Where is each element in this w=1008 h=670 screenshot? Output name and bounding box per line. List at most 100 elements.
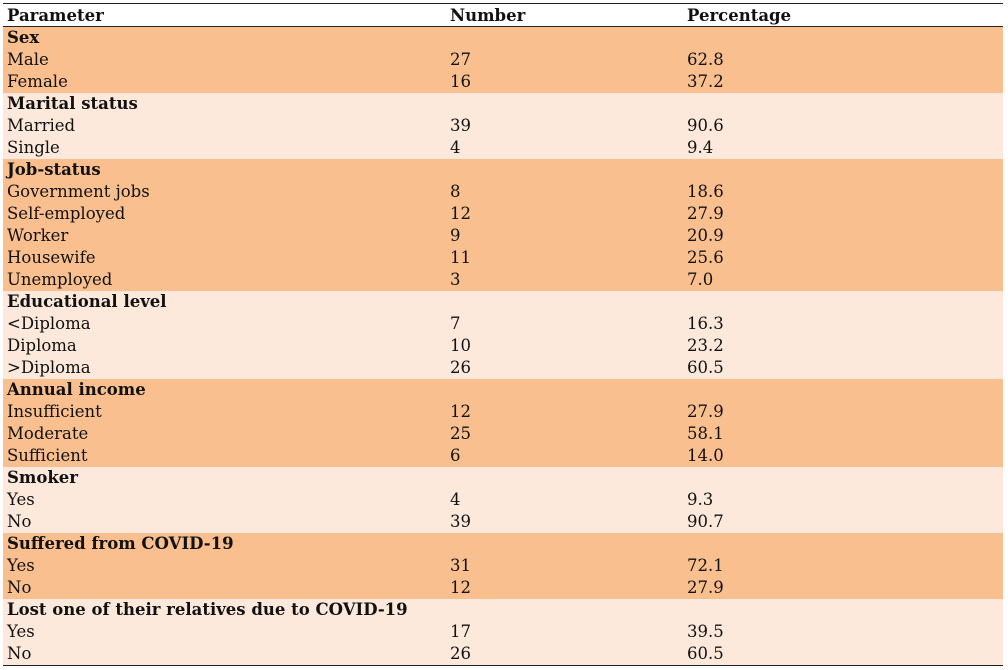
row-label: Housewife <box>3 247 446 269</box>
table-row: Unemployed 3 7.0 <box>3 269 1003 291</box>
row-number: 25 <box>446 423 683 445</box>
table-row: Diploma 10 23.2 <box>3 335 1003 357</box>
table-header: Parameter Number Percentage <box>3 3 1003 27</box>
header-number: Number <box>446 3 683 27</box>
row-number: 3 <box>446 269 683 291</box>
row-percentage: 72.1 <box>683 555 1003 577</box>
table-row: Female 16 37.2 <box>3 71 1003 93</box>
row-percentage: 20.9 <box>683 225 1003 247</box>
header-percentage: Percentage <box>683 3 1003 27</box>
row-number: 26 <box>446 357 683 379</box>
group-title-percentage <box>683 159 1003 181</box>
row-number: 39 <box>446 115 683 137</box>
group-title-row: Lost one of their relatives due to COVID… <box>3 599 1003 621</box>
table-row: Single 4 9.4 <box>3 137 1003 159</box>
row-label: Diploma <box>3 335 446 357</box>
row-label: No <box>3 643 446 666</box>
group-title-row: Job-status <box>3 159 1003 181</box>
row-number: 6 <box>446 445 683 467</box>
table-row: Housewife 11 25.6 <box>3 247 1003 269</box>
row-number: 10 <box>446 335 683 357</box>
group-title-percentage <box>683 467 1003 489</box>
row-label: Yes <box>3 621 446 643</box>
group-title: Marital status <box>3 93 446 115</box>
row-percentage: 60.5 <box>683 643 1003 666</box>
row-percentage: 27.9 <box>683 577 1003 599</box>
group-title-percentage <box>683 93 1003 115</box>
group-title: Suffered from COVID-19 <box>3 533 446 555</box>
demographics-table: Parameter Number Percentage Sex Male 27 62.… <box>3 3 1003 666</box>
row-percentage: 58.1 <box>683 423 1003 445</box>
table-group: Job-status Government jobs 8 18.6 Self-emplo… <box>3 159 1003 291</box>
table-row: No 39 90.7 <box>3 511 1003 533</box>
table-row: Worker 9 20.9 <box>3 225 1003 247</box>
row-number: 4 <box>446 137 683 159</box>
group-title: Smoker <box>3 467 446 489</box>
row-percentage: 16.3 <box>683 313 1003 335</box>
table-row: Government jobs 8 18.6 <box>3 181 1003 203</box>
row-number: 26 <box>446 643 683 666</box>
group-title: Lost one of their relatives due to COVID… <box>3 599 446 621</box>
row-number: 11 <box>446 247 683 269</box>
row-label: Married <box>3 115 446 137</box>
group-title: Sex <box>3 26 446 49</box>
table-row: Male 27 62.8 <box>3 49 1003 71</box>
group-title-percentage <box>683 291 1003 313</box>
table-group: Smoker Yes 4 9.3 No 39 90.7 <box>3 467 1003 533</box>
row-percentage: 9.4 <box>683 137 1003 159</box>
row-label: Sufficient <box>3 445 446 467</box>
group-title-number <box>446 599 683 621</box>
table-group: Educational level <Diploma 7 16.3 Diploma 10 2… <box>3 291 1003 379</box>
table-row: Yes 4 9.3 <box>3 489 1003 511</box>
row-label: Unemployed <box>3 269 446 291</box>
row-percentage: 23.2 <box>683 335 1003 357</box>
row-percentage: 90.7 <box>683 511 1003 533</box>
table-row: >Diploma 26 60.5 <box>3 357 1003 379</box>
row-number: 12 <box>446 203 683 225</box>
row-label: Insufficient <box>3 401 446 423</box>
row-percentage: 90.6 <box>683 115 1003 137</box>
group-title-percentage <box>683 599 1003 621</box>
row-percentage: 27.9 <box>683 203 1003 225</box>
row-number: 16 <box>446 71 683 93</box>
table-row: Yes 17 39.5 <box>3 621 1003 643</box>
row-percentage: 18.6 <box>683 181 1003 203</box>
table-row: Yes 31 72.1 <box>3 555 1003 577</box>
row-label: <Diploma <box>3 313 446 335</box>
row-number: 4 <box>446 489 683 511</box>
group-title-number <box>446 533 683 555</box>
row-percentage: 9.3 <box>683 489 1003 511</box>
table-row: No 12 27.9 <box>3 577 1003 599</box>
row-number: 39 <box>446 511 683 533</box>
row-label: No <box>3 577 446 599</box>
group-title: Annual income <box>3 379 446 401</box>
row-label: Moderate <box>3 423 446 445</box>
row-number: 17 <box>446 621 683 643</box>
row-number: 7 <box>446 313 683 335</box>
table-group: Lost one of their relatives due to COVID… <box>3 599 1003 666</box>
header-row: Parameter Number Percentage <box>3 3 1003 27</box>
group-title-row: Marital status <box>3 93 1003 115</box>
table-row: <Diploma 7 16.3 <box>3 313 1003 335</box>
group-title: Job-status <box>3 159 446 181</box>
row-label: Yes <box>3 555 446 577</box>
table-group: Suffered from COVID-19 Yes 31 72.1 No 12 27.9 <box>3 533 1003 599</box>
table-row: Married 39 90.6 <box>3 115 1003 137</box>
row-number: 12 <box>446 577 683 599</box>
row-label: Yes <box>3 489 446 511</box>
group-title-percentage <box>683 379 1003 401</box>
header-parameter: Parameter <box>3 3 446 27</box>
row-percentage: 14.0 <box>683 445 1003 467</box>
table-group: Sex Male 27 62.8 Female 16 37.2 <box>3 26 1003 93</box>
table-row: Sufficient 6 14.0 <box>3 445 1003 467</box>
row-label: Male <box>3 49 446 71</box>
group-title-number <box>446 159 683 181</box>
group-title-number <box>446 93 683 115</box>
group-title-number <box>446 291 683 313</box>
row-number: 8 <box>446 181 683 203</box>
table-group: Marital status Married 39 90.6 Single 4 9.4 <box>3 93 1003 159</box>
row-number: 31 <box>446 555 683 577</box>
row-percentage: 37.2 <box>683 71 1003 93</box>
table-row: Insufficient 12 27.9 <box>3 401 1003 423</box>
group-title: Educational level <box>3 291 446 313</box>
